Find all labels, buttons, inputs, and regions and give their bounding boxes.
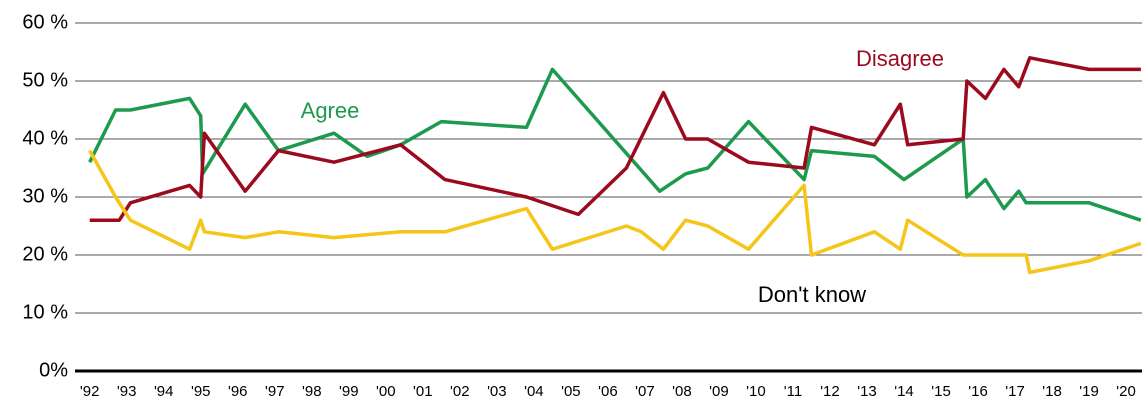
y-tick-label: 50 % bbox=[22, 69, 68, 91]
y-tick-label: 20 % bbox=[22, 243, 68, 265]
x-tick-label: '04 bbox=[524, 383, 544, 400]
x-tick-label: '11 bbox=[784, 383, 802, 400]
x-tick-label: '14 bbox=[894, 383, 914, 400]
x-tick-label: '19 bbox=[1079, 383, 1099, 400]
x-tick-label: '96 bbox=[228, 383, 248, 400]
x-tick-label: '13 bbox=[857, 383, 877, 400]
x-tick-label: '16 bbox=[968, 383, 988, 400]
x-tick-label: '92 bbox=[80, 383, 100, 400]
series-label: Disagree bbox=[856, 46, 944, 71]
x-tick-label: '17 bbox=[1005, 383, 1025, 400]
x-tick-label: '18 bbox=[1042, 383, 1062, 400]
x-tick-label: '06 bbox=[598, 383, 618, 400]
x-tick-label: '07 bbox=[635, 383, 655, 400]
x-tick-label: '00 bbox=[376, 383, 396, 400]
series-line bbox=[89, 56, 1141, 222]
x-tick-label: '03 bbox=[487, 383, 507, 400]
series-label: Agree bbox=[301, 98, 360, 123]
series-label: Don't know bbox=[758, 282, 866, 307]
x-tick-label: '10 bbox=[746, 383, 766, 400]
series-line bbox=[88, 149, 1142, 275]
x-tick-label: '12 bbox=[820, 383, 840, 400]
y-tick-label: 10 % bbox=[22, 301, 68, 323]
x-tick-label: '09 bbox=[709, 383, 729, 400]
x-tick-label: '05 bbox=[561, 383, 581, 400]
x-tick-label: '93 bbox=[117, 383, 137, 400]
x-tick-label: '98 bbox=[302, 383, 322, 400]
series-line bbox=[88, 67, 1142, 222]
x-tick-label: '15 bbox=[931, 383, 951, 400]
y-tick-label: 30 % bbox=[22, 185, 68, 207]
y-tick-label: 0% bbox=[39, 359, 68, 381]
x-tick-label: '02 bbox=[450, 383, 470, 400]
x-tick-label: '08 bbox=[672, 383, 692, 400]
x-tick-label: '94 bbox=[154, 383, 174, 400]
x-tick-label: '99 bbox=[339, 383, 359, 400]
x-tick-label: '01 bbox=[413, 383, 433, 400]
x-tick-label: '95 bbox=[191, 383, 211, 400]
x-tick-label: '97 bbox=[265, 383, 285, 400]
y-tick-label: 60 % bbox=[22, 11, 68, 33]
x-tick-label: '20 bbox=[1116, 383, 1136, 400]
y-tick-label: 40 % bbox=[22, 127, 68, 149]
